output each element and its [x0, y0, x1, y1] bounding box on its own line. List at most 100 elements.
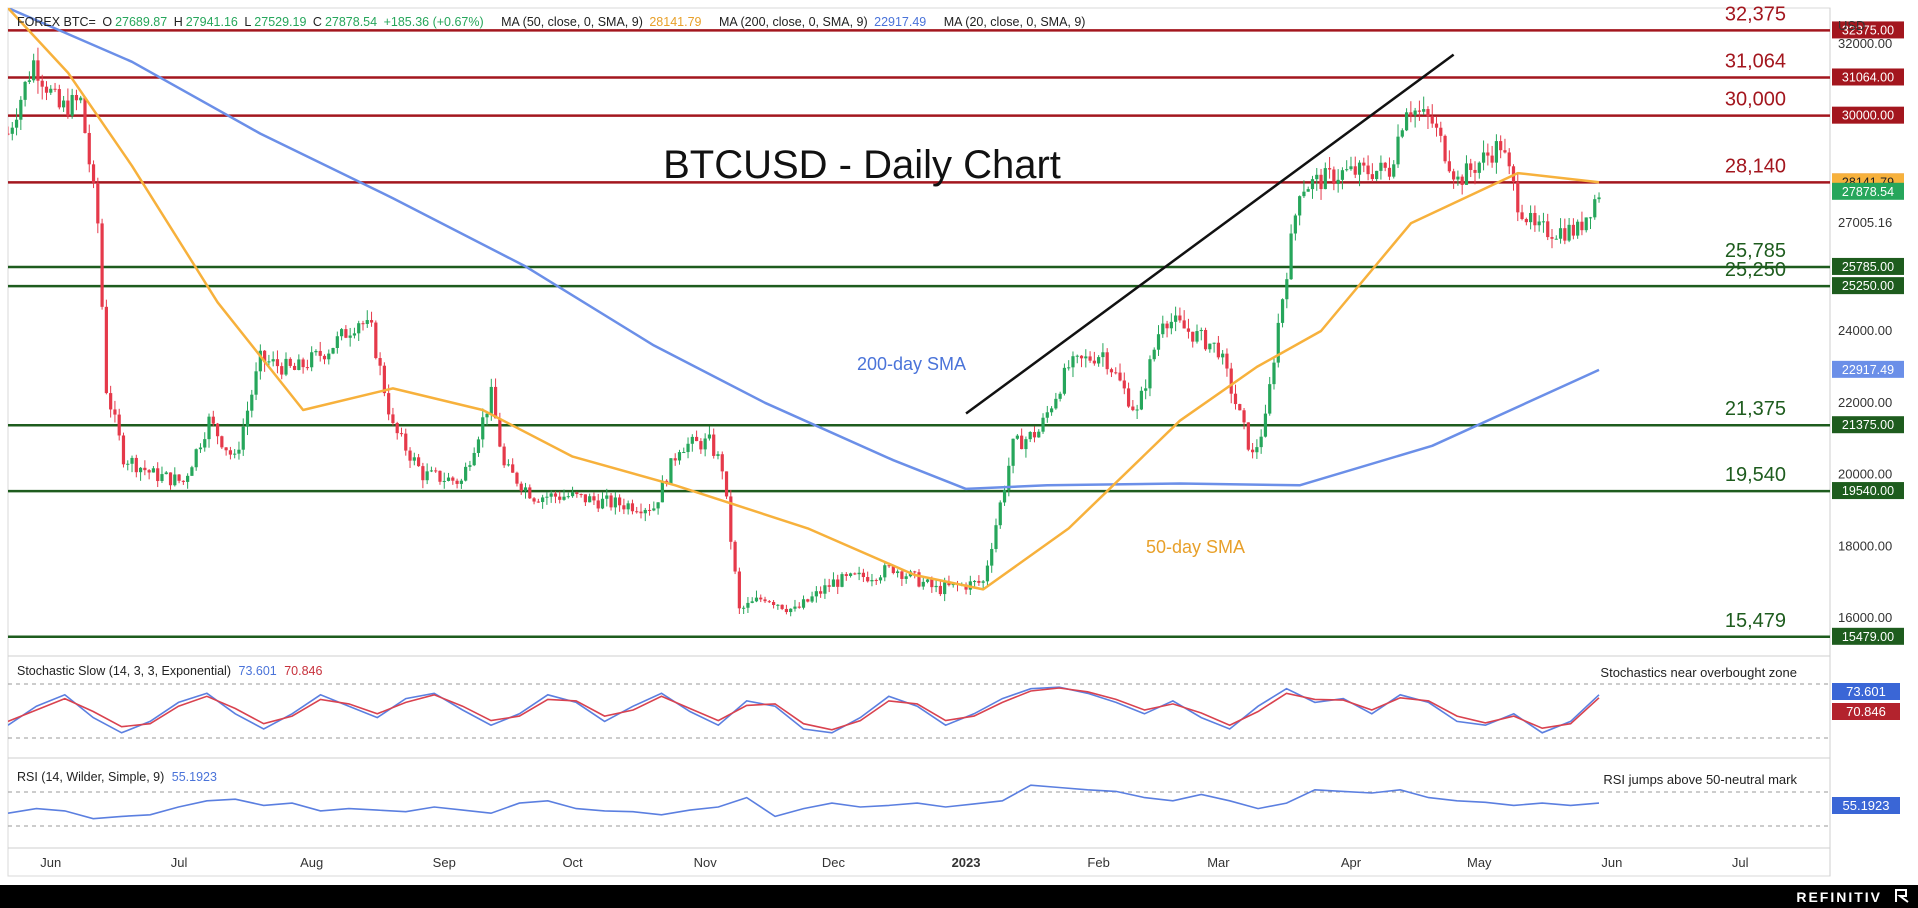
candle-body [1370, 174, 1374, 180]
candle-body [1375, 170, 1379, 180]
candle-body [1558, 228, 1563, 239]
candle-body [690, 436, 694, 444]
candle-body [712, 434, 716, 456]
candle-body [198, 447, 203, 450]
candle-body [866, 577, 870, 582]
candle-body [19, 99, 23, 120]
symbol: FOREX BTC= [17, 15, 96, 29]
candle-body [562, 496, 566, 500]
candle-body [857, 572, 861, 575]
candle-body [1263, 413, 1268, 437]
candle-body [878, 577, 883, 581]
candle-body [365, 320, 369, 324]
ma200-label: MA (200, close, 0, SMA, 9) [718, 15, 868, 29]
rsi-title: RSI (14, Wilder, Simple, 9) [17, 770, 165, 784]
candle-body [891, 565, 895, 574]
candle-body [660, 480, 664, 503]
candle-body [464, 466, 468, 481]
candle-body [669, 458, 673, 484]
candle-body [707, 434, 712, 439]
level-tag [1832, 482, 1904, 500]
sma-line [8, 8, 1600, 591]
stoch-d-tag [1832, 703, 1900, 720]
candle-body [1135, 409, 1139, 411]
candle-body [481, 417, 485, 440]
candle-body [925, 579, 930, 582]
candle-body [1580, 221, 1584, 231]
candle-body [1007, 465, 1011, 490]
candle-body [1242, 410, 1246, 423]
x-tick-label: Mar [1207, 855, 1230, 870]
candle-body [1152, 349, 1156, 360]
level-tag [1832, 68, 1904, 86]
stoch-title-row: Stochastic Slow (14, 3, 3, Exponential) … [17, 664, 322, 678]
candle-body [1276, 322, 1280, 363]
candle-body [91, 164, 96, 183]
candle-body [1109, 369, 1114, 373]
candle-body [1353, 166, 1357, 175]
candle-body [1251, 449, 1255, 453]
candle-body [280, 366, 284, 375]
candle-body [797, 606, 801, 608]
candle-body [643, 509, 647, 514]
candle-body [1221, 353, 1225, 358]
candle-body [596, 500, 600, 509]
candle-body [1186, 328, 1191, 332]
level-label: 19,540 [1725, 464, 1786, 486]
x-tick-label: Jun [1601, 855, 1622, 870]
candle-body [720, 454, 724, 472]
candle-body [1473, 169, 1477, 173]
x-tick-label: Aug [300, 855, 323, 870]
candle-body [395, 423, 399, 434]
candle-body [763, 599, 767, 602]
candle-body [14, 119, 19, 128]
candle-body [1417, 110, 1422, 112]
candle-body [1426, 109, 1430, 117]
candle-body [579, 494, 583, 496]
candle-body [1024, 439, 1028, 450]
candle-body [1490, 155, 1494, 163]
candle-body [74, 94, 79, 101]
candle-body [1032, 432, 1037, 438]
candle-body [532, 498, 536, 502]
candle-body [1315, 174, 1319, 180]
candle-body [1340, 170, 1345, 180]
candle-body [1396, 136, 1400, 165]
level-tag [1832, 416, 1904, 434]
open-label: O [102, 15, 113, 29]
candle-body [1161, 323, 1165, 335]
footer-bar: REFINITIV [0, 885, 1918, 908]
candle-body [1332, 169, 1336, 184]
candle-body [737, 571, 741, 609]
candle-body [1400, 130, 1404, 137]
candle-body [258, 350, 262, 372]
candle-body [40, 80, 44, 87]
candle-body [1464, 163, 1469, 185]
candle-body [853, 573, 857, 575]
candle-body [1246, 422, 1250, 450]
candle-body [1191, 331, 1195, 342]
candle-body [776, 604, 780, 606]
level-label: 32,375 [1725, 3, 1786, 25]
candle-body [836, 579, 840, 587]
candle-body [1088, 356, 1092, 361]
stoch-title: Stochastic Slow (14, 3, 3, Exponential) [17, 664, 232, 678]
candle-body [228, 450, 233, 455]
candle-body [686, 443, 690, 453]
candle-body [284, 358, 288, 375]
candle-body [703, 438, 707, 450]
candle-body [1387, 167, 1392, 177]
candle-body [186, 475, 190, 482]
candle-body [981, 581, 985, 583]
candle-body [622, 505, 626, 510]
candle-body [387, 393, 391, 415]
candle-body [784, 608, 789, 613]
candle-body [1114, 372, 1118, 374]
rsi-title-row: RSI (14, Wilder, Simple, 9) 55.1923 [17, 770, 217, 784]
candle-body [759, 597, 763, 600]
candle-body [57, 89, 61, 108]
candle-body [1165, 323, 1169, 329]
candle-body [292, 365, 297, 370]
candle-body [156, 468, 160, 482]
candle-body [1075, 355, 1079, 357]
